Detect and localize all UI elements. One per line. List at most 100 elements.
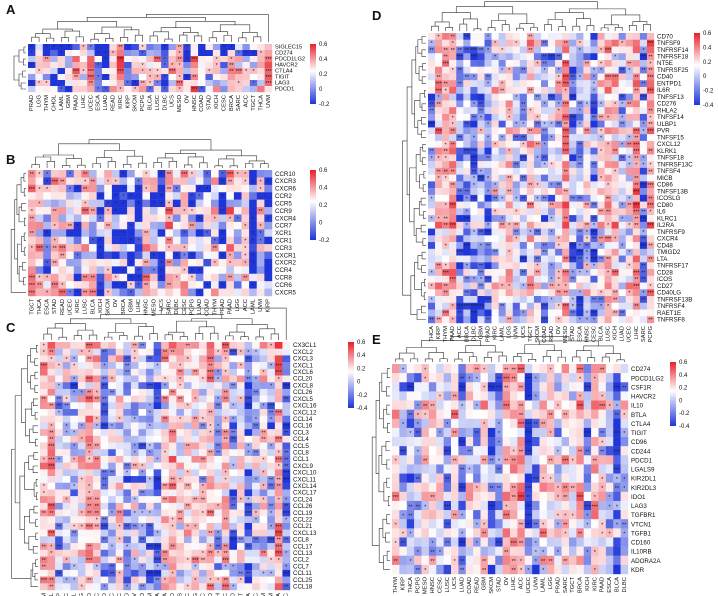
heatmap-cell [625, 269, 634, 276]
heatmap-cell [85, 342, 94, 349]
row-label: TNFRSF25 [657, 67, 689, 74]
heatmap-cell [111, 273, 120, 282]
significance-mark: * [494, 41, 497, 47]
significance-mark: ** [223, 578, 228, 584]
significance-mark: *** [591, 311, 598, 317]
heatmap-cell [50, 288, 59, 297]
dendrogram-branch [421, 117, 426, 125]
column-dendrogram [43, 307, 287, 340]
heatmap-cell [127, 251, 135, 260]
heatmap-cell [604, 59, 612, 67]
heatmap-cell [282, 342, 291, 349]
dendrogram-branch [411, 59, 416, 115]
dendrogram-branch [32, 398, 38, 406]
heatmap-cell [93, 569, 101, 577]
heatmap-cell [214, 429, 223, 437]
heatmap-cell [108, 576, 116, 584]
significance-mark: * [551, 183, 554, 189]
heatmap-cell [244, 496, 253, 504]
heatmap-cell [58, 221, 67, 230]
heatmap-cell [130, 355, 139, 363]
heatmap-cell [435, 188, 443, 196]
heatmap-cell [625, 215, 634, 223]
heatmap-cell [449, 208, 457, 216]
significance-mark: *** [51, 283, 58, 289]
heatmap-cell [157, 258, 166, 267]
dendrogram-branch [421, 76, 426, 84]
dendrogram-branch [415, 46, 420, 74]
heatmap-cell [244, 529, 253, 537]
significance-mark: ** [254, 390, 259, 396]
significance-mark: ** [125, 524, 130, 530]
heatmap-cells: ****************************************… [28, 170, 273, 297]
column-label: SARC [236, 95, 242, 111]
heatmap-cell [142, 258, 151, 267]
significance-mark: * [31, 246, 34, 252]
heatmap-cell [590, 316, 598, 324]
heatmap-cell [146, 429, 154, 437]
heatmap-cell [512, 66, 521, 74]
heatmap-cell [569, 120, 577, 128]
heatmap-cell [241, 199, 250, 208]
row-label: PVR [657, 128, 670, 135]
heatmap-cell [512, 242, 521, 250]
heatmap-cell [533, 181, 542, 189]
column-label: DLBC [94, 593, 100, 596]
heatmap-cell [130, 462, 139, 470]
heatmap-cell [205, 74, 214, 81]
heatmap-cell [108, 529, 116, 537]
heatmap-cell [42, 74, 51, 81]
heatmap-cell [218, 251, 227, 260]
heatmap-cell [233, 281, 242, 289]
significance-mark: * [438, 216, 441, 222]
heatmap-cell [47, 469, 56, 477]
heatmap-cell [611, 147, 619, 155]
heatmap-cell [512, 127, 521, 135]
heatmap-cell [191, 415, 200, 423]
significance-mark: * [536, 156, 539, 162]
heatmap-cell [428, 39, 436, 47]
significance-mark: ** [193, 498, 198, 504]
heatmap-cell [221, 348, 230, 356]
heatmap-cell [449, 309, 457, 317]
heatmap-cell [180, 184, 189, 193]
heatmap-cell [484, 66, 492, 74]
heatmap-cell [264, 177, 273, 186]
significance-mark: *** [471, 304, 478, 310]
column-label: BRCA [121, 299, 127, 315]
heatmap-cell [435, 316, 443, 324]
heatmap-cell [119, 258, 128, 267]
dendrogram-branch [34, 572, 38, 581]
heatmap-cell [93, 355, 101, 363]
heatmap-cell [28, 62, 36, 69]
heatmap-cell [533, 59, 542, 67]
heatmap-cell [282, 362, 291, 370]
significance-mark: * [137, 276, 140, 282]
heatmap-cell [611, 316, 619, 324]
heatmap-cell [498, 140, 506, 148]
heatmap-cell [639, 53, 648, 61]
heatmap-cell [435, 147, 443, 155]
heatmap-cell [533, 140, 542, 148]
dendrogram-branch [441, 12, 471, 22]
significance-mark: ** [208, 410, 213, 416]
heatmap-cell [176, 348, 185, 356]
heatmap-cell [632, 309, 641, 317]
heatmap-cell [632, 248, 641, 256]
heatmap-cell [138, 395, 147, 403]
significance-mark: * [50, 424, 53, 430]
significance-mark: * [252, 283, 255, 289]
heatmap-cell [548, 93, 556, 101]
heatmap-cell [127, 184, 135, 193]
significance-mark: ** [284, 464, 289, 470]
heatmap-cell [618, 33, 626, 40]
significance-mark: * [607, 142, 610, 148]
significance-mark: * [73, 484, 76, 490]
heatmap-cell [115, 388, 124, 396]
heatmap-cell [646, 235, 655, 243]
significance-mark: ** [641, 68, 646, 74]
heatmap-cell [153, 362, 162, 370]
significance-mark: ** [284, 585, 289, 591]
heatmap-cell [470, 181, 478, 189]
heatmap-cell [138, 355, 147, 363]
